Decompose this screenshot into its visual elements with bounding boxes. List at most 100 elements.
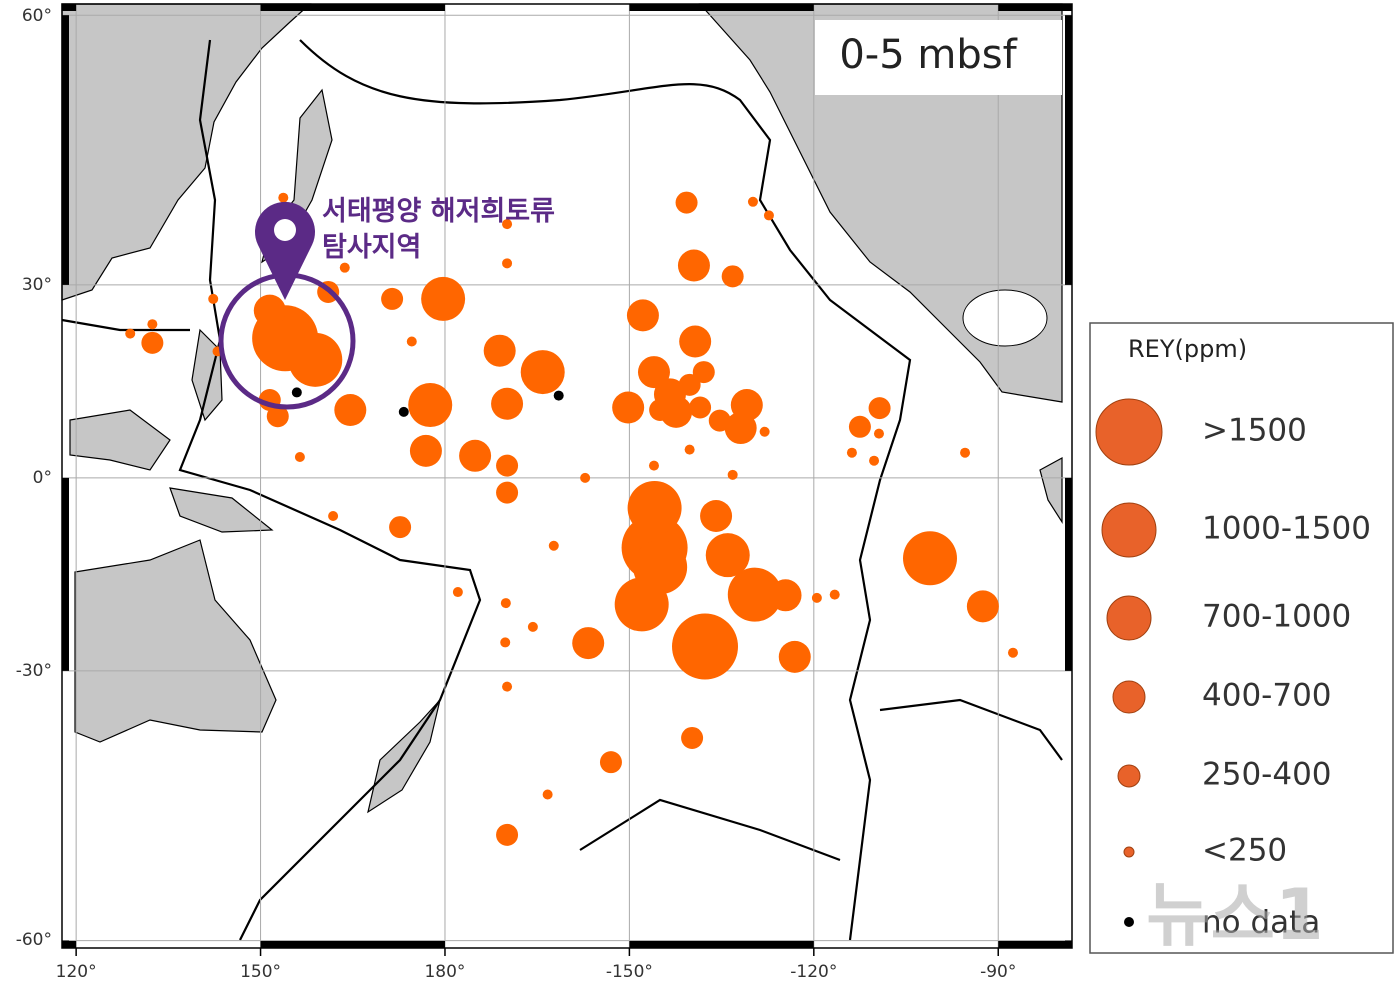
nodata-point [291,387,302,398]
title-box [815,20,1062,95]
frame-bar [1065,940,1072,948]
sample-point [1007,647,1018,658]
x-tick-label: 180° [424,962,465,982]
sample-point [846,447,857,458]
sample-point [288,332,343,387]
frame-bar [1065,15,1072,285]
frame-bar [260,941,445,948]
annotation: 서태평양 해저희토류 탐사지역 [322,196,555,263]
frame-ticks [62,4,1072,956]
sample-point [649,399,672,422]
sample-point [491,387,524,420]
sample-point [496,454,519,477]
grid [62,4,1072,948]
gulf [962,289,1048,347]
sample-point [684,444,695,455]
sample-point [829,589,840,600]
title: 0-5 mbsf [839,32,1017,78]
sample-point [520,350,565,395]
legend-symbol [1124,917,1134,927]
sample-point [266,405,289,428]
sample-point [253,294,286,327]
sample-point [721,265,744,288]
sample-point [452,587,463,598]
sample-point [678,373,701,396]
sample-point [496,481,519,504]
frame-bar [62,940,69,948]
x-tick-label: -120° [790,962,837,982]
legend-label: 700-1000 [1202,599,1351,635]
sample-point [689,396,712,419]
sample-point [705,533,750,578]
south-america [1039,456,1063,525]
sample-point [700,499,733,532]
y-tick-label: 30° [22,275,52,295]
indonesia [69,409,171,471]
sample-point [502,219,513,230]
sample-point [868,397,891,420]
nodata-point [398,406,409,417]
plate-boundary [299,39,912,941]
sample-point [763,210,774,221]
sample-point [389,516,412,539]
sample-point [626,299,659,332]
sample-point [769,579,802,612]
legend-label: <250 [1202,833,1287,869]
sample-point [614,577,669,632]
sample-point [681,726,704,749]
plate-boundary [879,698,1063,761]
legend-label: 400-700 [1202,678,1332,714]
sample-point [960,447,971,458]
sample-point [727,567,782,622]
sample-point [637,356,670,389]
sample-point [675,191,698,214]
new-guinea [169,487,274,533]
frame [61,3,1073,949]
sample-point [294,452,305,463]
sample-point [759,426,770,437]
watermark: 뉴스1 [1146,874,1324,956]
legend-symbol [1112,680,1146,714]
sample-point [902,531,957,586]
sample-point [811,592,822,603]
sample-point [496,823,519,846]
sample-point [527,621,538,632]
sample-point [677,249,710,282]
sample-point [747,196,758,207]
sample-point [724,412,757,445]
sample-point [483,334,516,367]
sample-point [421,276,466,321]
sample-point [408,383,453,428]
points [125,191,1018,846]
plate-boundary [61,318,190,332]
frame-bar [62,15,69,285]
sample-point [141,331,164,354]
frame-bar [629,4,814,11]
legend-symbol [1117,764,1141,788]
australia [74,539,277,743]
sample-point [147,319,158,330]
asia [61,3,312,301]
frame-bar [998,4,1072,11]
legend-symbol [1101,502,1157,558]
sample-point [381,287,404,310]
legend-label: no data [1202,905,1320,941]
sample-point [500,637,511,648]
frame-bar [1065,477,1072,671]
sample-point [125,328,136,339]
sample-point [612,391,645,424]
frame-bar [629,941,814,948]
sample-point [627,480,682,535]
sample-point [208,293,219,304]
legend: >1500 1000-1500 700-1000 400-700 250-400 <250… [1095,398,1371,941]
annotation-line: 탐사지역 [322,232,421,263]
sample-point [334,394,367,427]
legend-title: REY(ppm) [1128,335,1247,363]
frame-bar [62,4,77,11]
sample-point [692,361,715,384]
legend-label: >1500 [1202,413,1307,449]
y-tick-label: -30° [16,661,52,681]
legend-symbol [1123,846,1135,858]
sample-point [278,192,289,203]
